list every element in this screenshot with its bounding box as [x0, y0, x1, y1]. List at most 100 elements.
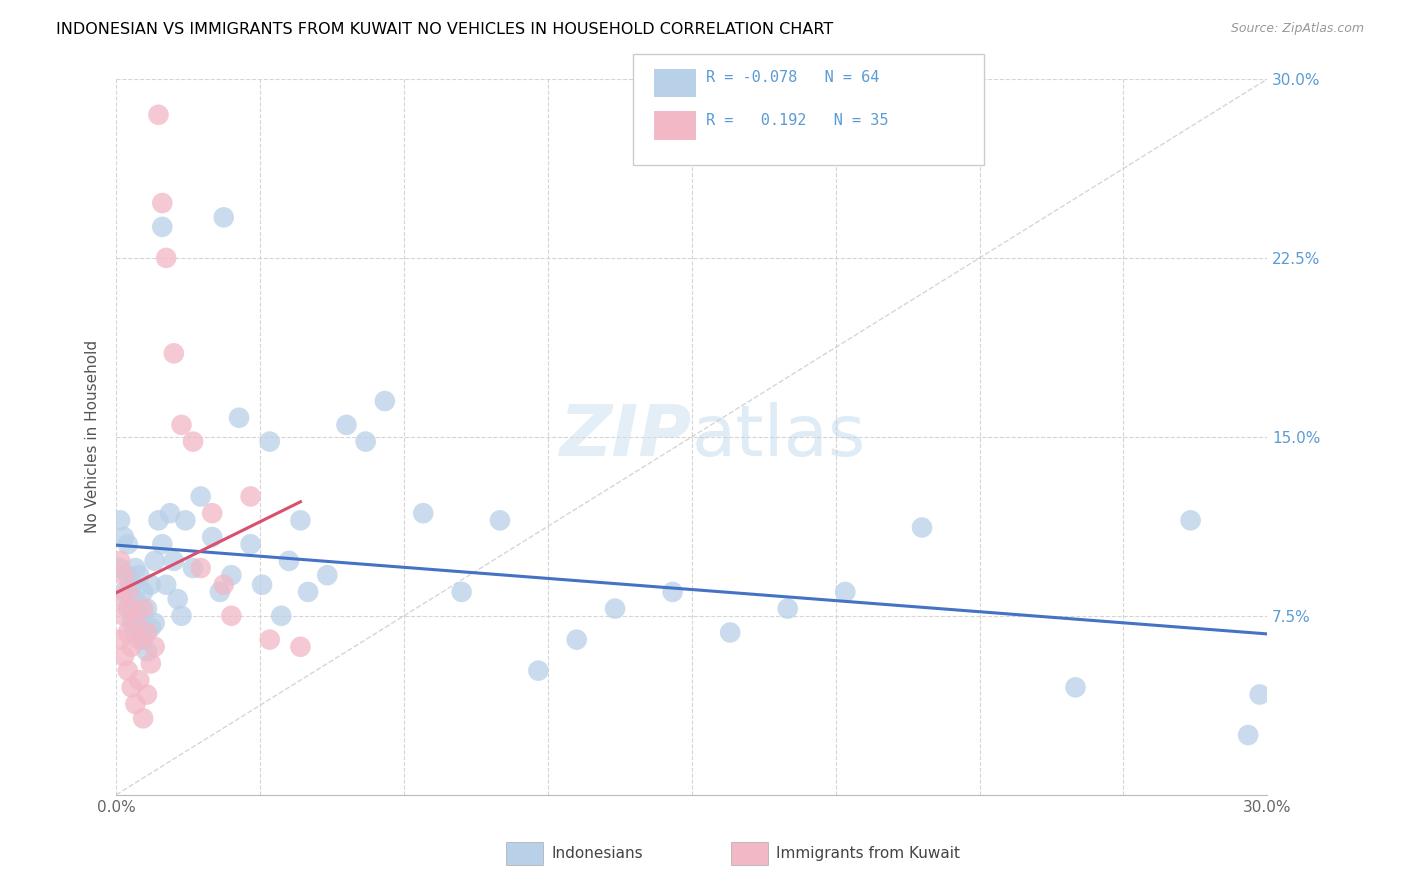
- Point: [259, 434, 281, 449]
- Y-axis label: No Vehicles in Household: No Vehicles in Household: [86, 340, 100, 533]
- Point: [450, 585, 472, 599]
- Point: [239, 537, 262, 551]
- Point: [124, 625, 146, 640]
- Point: [124, 592, 146, 607]
- Point: [911, 520, 934, 534]
- Point: [159, 506, 181, 520]
- Text: Indonesians: Indonesians: [551, 847, 643, 861]
- Point: [121, 601, 143, 615]
- Point: [250, 578, 273, 592]
- Text: Source: ZipAtlas.com: Source: ZipAtlas.com: [1230, 22, 1364, 36]
- Point: [124, 615, 146, 630]
- Point: [139, 621, 162, 635]
- Point: [163, 554, 186, 568]
- Point: [117, 585, 139, 599]
- Point: [290, 513, 312, 527]
- Point: [121, 615, 143, 630]
- Point: [1249, 688, 1271, 702]
- Point: [117, 625, 139, 640]
- Point: [121, 681, 143, 695]
- Point: [128, 673, 150, 688]
- Point: [139, 578, 162, 592]
- Point: [181, 434, 204, 449]
- Point: [221, 568, 243, 582]
- Point: [166, 592, 188, 607]
- Point: [170, 608, 193, 623]
- Point: [412, 506, 434, 520]
- Point: [335, 417, 357, 432]
- Point: [297, 585, 319, 599]
- Point: [136, 644, 159, 658]
- Point: [155, 251, 177, 265]
- Point: [112, 608, 135, 623]
- Point: [117, 601, 139, 615]
- Text: INDONESIAN VS IMMIGRANTS FROM KUWAIT NO VEHICLES IN HOUSEHOLD CORRELATION CHART: INDONESIAN VS IMMIGRANTS FROM KUWAIT NO …: [56, 22, 834, 37]
- Point: [190, 490, 212, 504]
- Point: [239, 490, 262, 504]
- Point: [132, 632, 155, 647]
- Point: [1180, 513, 1202, 527]
- Point: [834, 585, 856, 599]
- Point: [489, 513, 512, 527]
- Point: [132, 601, 155, 615]
- Point: [661, 585, 683, 599]
- Point: [143, 554, 166, 568]
- Point: [150, 537, 173, 551]
- Point: [270, 608, 292, 623]
- Point: [190, 561, 212, 575]
- Point: [128, 608, 150, 623]
- Point: [121, 578, 143, 592]
- Point: [139, 657, 162, 671]
- Point: [776, 601, 799, 615]
- Point: [148, 513, 170, 527]
- Point: [121, 640, 143, 654]
- Point: [143, 640, 166, 654]
- Point: [143, 615, 166, 630]
- Point: [136, 688, 159, 702]
- Point: [112, 585, 135, 599]
- Point: [212, 211, 235, 225]
- Point: [718, 625, 741, 640]
- Point: [603, 601, 626, 615]
- Point: [354, 434, 377, 449]
- Point: [212, 578, 235, 592]
- Point: [124, 561, 146, 575]
- Point: [181, 561, 204, 575]
- Point: [201, 506, 224, 520]
- Point: [108, 561, 131, 575]
- Point: [117, 568, 139, 582]
- Point: [136, 601, 159, 615]
- Point: [277, 554, 299, 568]
- Point: [150, 196, 173, 211]
- Point: [208, 585, 231, 599]
- Text: ZIP: ZIP: [560, 402, 692, 471]
- Point: [527, 664, 550, 678]
- Point: [128, 568, 150, 582]
- Point: [117, 664, 139, 678]
- Point: [201, 530, 224, 544]
- Point: [108, 632, 131, 647]
- Point: [155, 578, 177, 592]
- Text: Immigrants from Kuwait: Immigrants from Kuwait: [776, 847, 960, 861]
- Point: [170, 417, 193, 432]
- Point: [221, 608, 243, 623]
- Point: [228, 410, 250, 425]
- Point: [124, 697, 146, 711]
- Point: [128, 632, 150, 647]
- Point: [150, 219, 173, 234]
- Point: [132, 711, 155, 725]
- Point: [108, 592, 131, 607]
- Point: [163, 346, 186, 360]
- Point: [290, 640, 312, 654]
- Point: [1064, 681, 1087, 695]
- Point: [316, 568, 339, 582]
- Point: [108, 554, 131, 568]
- Point: [148, 108, 170, 122]
- Point: [112, 568, 135, 582]
- Point: [1237, 728, 1260, 742]
- Text: R = -0.078   N = 64: R = -0.078 N = 64: [706, 70, 879, 85]
- Point: [136, 625, 159, 640]
- Point: [174, 513, 197, 527]
- Point: [117, 537, 139, 551]
- Point: [132, 585, 155, 599]
